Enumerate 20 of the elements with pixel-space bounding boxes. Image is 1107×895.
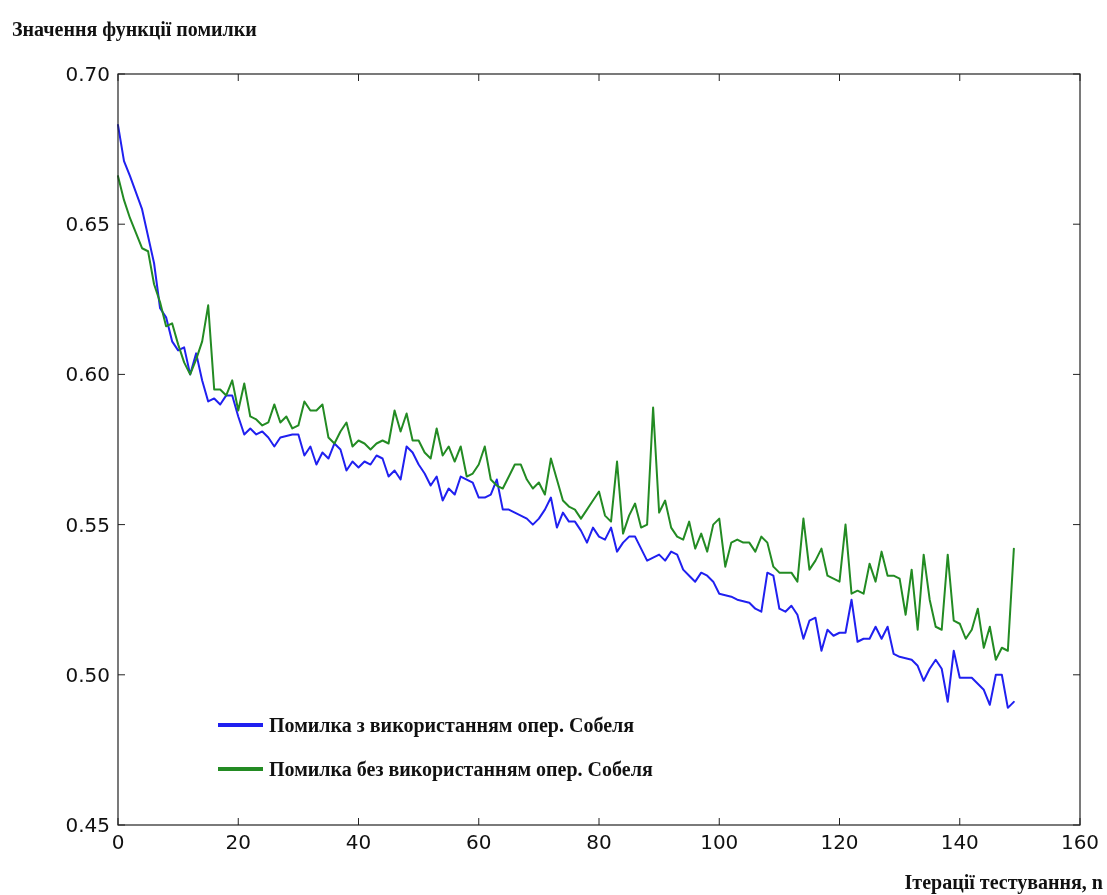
x-tick-label: 160 xyxy=(1060,830,1100,854)
x-tick-label: 0 xyxy=(111,830,125,854)
x-axis-title: Ітерації тестування, n xyxy=(904,871,1103,894)
x-tick-label: 40 xyxy=(345,830,372,854)
x-tick-label: 140 xyxy=(940,830,979,854)
y-tick-label: 0.70 xyxy=(65,62,110,86)
y-tick-label: 0.45 xyxy=(65,813,110,837)
y-tick-label: 0.60 xyxy=(65,362,110,387)
y-tick-label: 0.65 xyxy=(65,212,110,237)
line-series xyxy=(117,175,1015,661)
y-tick-label: 0.55 xyxy=(65,512,110,537)
y-tick-label: 0.50 xyxy=(65,662,110,687)
x-tick-label: 120 xyxy=(820,830,859,854)
y-axis-title: Значення функції помилки xyxy=(12,18,257,41)
x-tick-label: 100 xyxy=(700,830,739,854)
x-tick-label: 20 xyxy=(225,830,251,854)
x-tick-label: 80 xyxy=(586,830,612,854)
legend-label: Помилка без використанням опер. Собеля xyxy=(269,758,653,781)
legend-label: Помилка з використанням опер. Собеля xyxy=(269,714,635,737)
x-tick-label: 60 xyxy=(466,830,492,854)
